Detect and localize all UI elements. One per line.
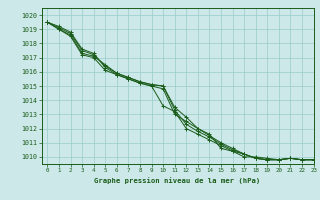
X-axis label: Graphe pression niveau de la mer (hPa): Graphe pression niveau de la mer (hPa) [94,177,261,184]
